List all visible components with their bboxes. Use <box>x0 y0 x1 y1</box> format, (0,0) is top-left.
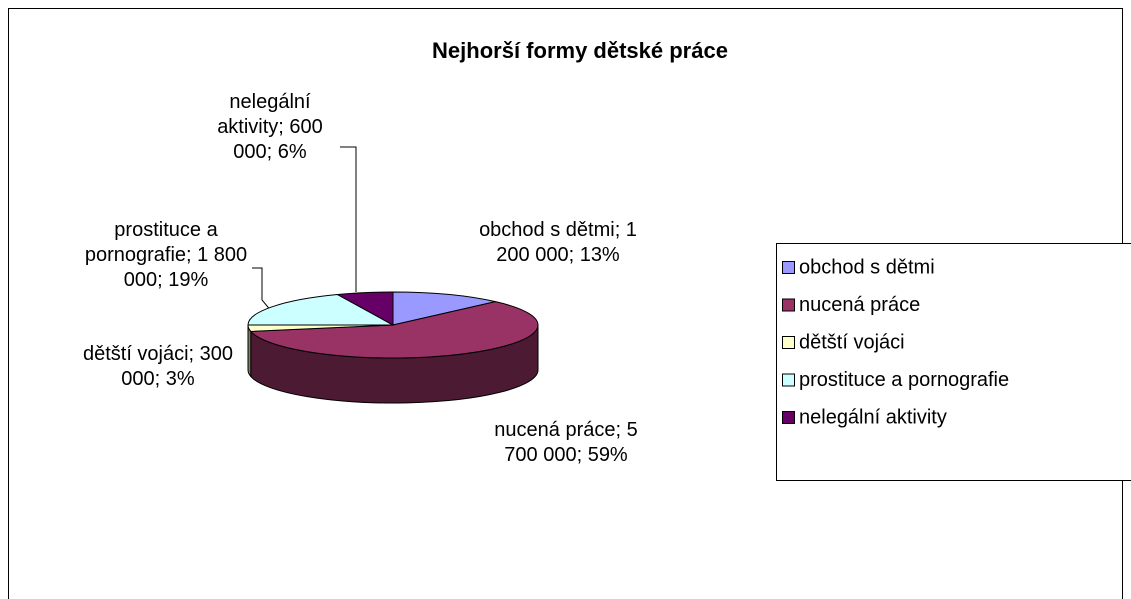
data-label: obchod s dětmi; 1 200 000; 13% <box>479 219 637 266</box>
leader-line <box>252 267 273 313</box>
legend-label: dětští vojáci <box>799 331 905 353</box>
data-label: dětští vojáci; 300 000; 3% <box>82 343 234 390</box>
legend-label: prostituce a pornografie <box>799 369 1009 391</box>
legend-swatch <box>782 298 795 312</box>
legend-swatch <box>782 336 795 349</box>
legend-swatch <box>782 373 795 387</box>
pie-slice <box>392 291 496 326</box>
data-label: nucená práce; 5 700 000; 59% <box>494 419 638 466</box>
pie-slice <box>335 291 394 326</box>
pie-slice <box>249 301 539 359</box>
pie-wall <box>247 324 252 378</box>
data-label: nelegální aktivity; 600 000; 6% <box>217 91 323 163</box>
data-label: prostituce a pornografie; 1 800 000; 19% <box>84 219 248 291</box>
legend-label: nucená práce <box>799 294 920 316</box>
legend-label: nelegální aktivity <box>799 406 947 428</box>
legend-label: obchod s dětmi <box>799 256 935 278</box>
pie-slice <box>247 293 394 326</box>
leader-line <box>340 146 357 292</box>
chart-title: Nejhorší formy dětské práce <box>432 38 728 63</box>
legend-box <box>776 243 1131 481</box>
legend-swatch <box>782 261 795 274</box>
legend-swatch <box>782 411 795 424</box>
